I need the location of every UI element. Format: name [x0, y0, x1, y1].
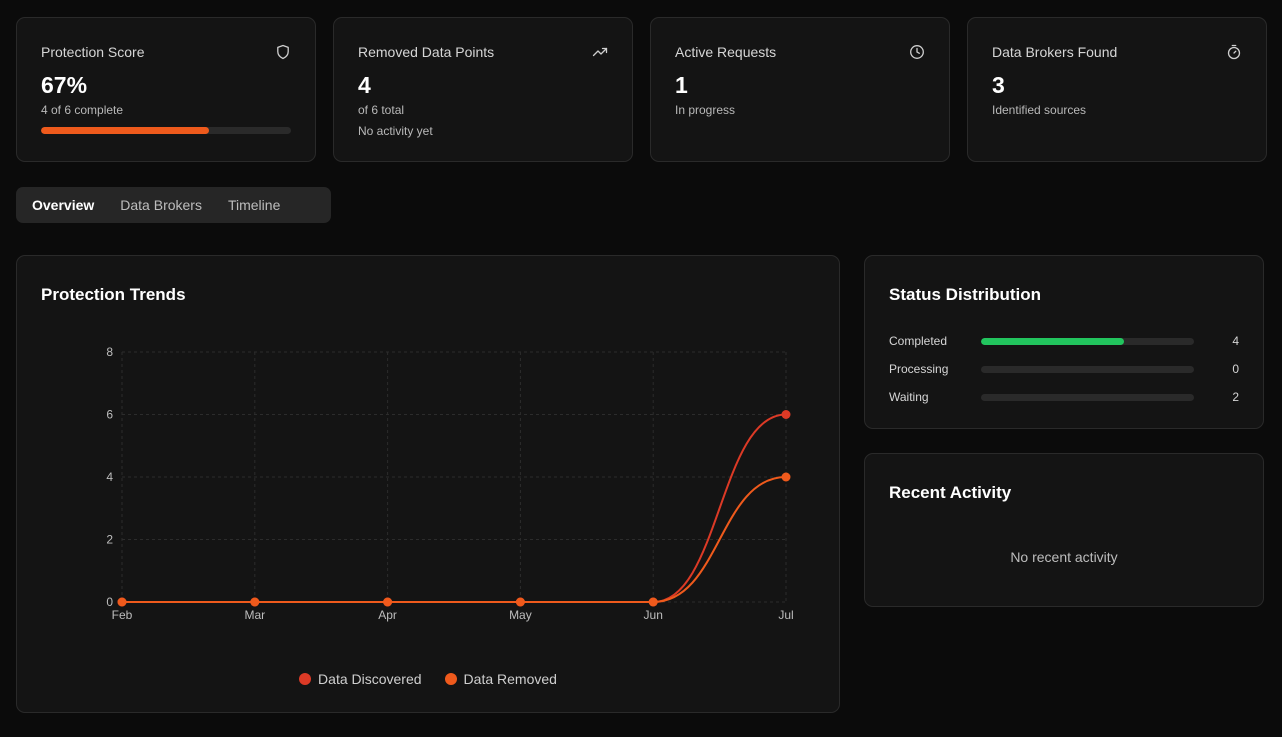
stat-title: Removed Data Points: [358, 44, 495, 60]
stat-title: Active Requests: [675, 44, 777, 60]
y-tick-label: 4: [106, 470, 113, 484]
data-point: [250, 597, 260, 607]
stat-value: 3: [992, 72, 1005, 98]
data-point: [781, 472, 791, 482]
stat-note: No activity yet: [358, 124, 433, 138]
stat-value: 67%: [41, 72, 88, 98]
series-line-discovered: [122, 413, 787, 603]
stat-title: Data Brokers Found: [992, 44, 1118, 60]
status-count: 0: [1232, 362, 1239, 376]
status-label: Processing: [889, 362, 949, 376]
legend-label: Data Discovered: [318, 671, 422, 687]
status-bar-fill: [981, 337, 1124, 345]
status-label: Completed: [889, 334, 948, 348]
panel-title: Recent Activity: [889, 483, 1012, 502]
status-bar: [981, 393, 1194, 401]
status-bar: [981, 365, 1194, 373]
empty-state-message: No recent activity: [1010, 549, 1118, 565]
clock-icon: [909, 44, 925, 60]
data-point: [515, 597, 525, 607]
legend-item-discovered[interactable]: Data Discovered: [299, 671, 422, 687]
data-point: [383, 597, 393, 607]
data-brokers-found-card: Data Brokers Found 3 Identified sources: [967, 17, 1267, 162]
status-row-waiting: Waiting 2: [889, 389, 1239, 405]
panel-title: Protection Trends: [41, 285, 186, 304]
stat-value: 1: [675, 72, 688, 98]
stat-subtitle: of 6 total: [358, 103, 405, 117]
data-point: [117, 597, 127, 607]
data-point: [781, 410, 791, 419]
x-tick-label: Feb: [112, 608, 133, 622]
legend-swatch: [299, 673, 312, 685]
stat-value: 4: [358, 72, 371, 98]
x-tick-label: Apr: [378, 608, 397, 622]
status-row-processing: Processing 0: [889, 361, 1239, 377]
stats-row: Protection Score 67% 4 of 6 complete Rem…: [16, 17, 1267, 162]
tab-overview[interactable]: Overview: [32, 197, 95, 213]
status-distribution-panel: Status Distribution Completed 4 Processi…: [864, 255, 1264, 429]
trending-up-icon: [592, 44, 608, 60]
trends-chart: 0 2 4 6 8 Feb Mar Apr May Jun Jul: [106, 345, 793, 622]
active-requests-card: Active Requests 1 In progress: [650, 17, 950, 162]
x-tick-label: Jun: [644, 608, 663, 622]
status-row-completed: Completed 4: [889, 333, 1239, 349]
legend-label: Data Removed: [463, 671, 557, 687]
status-label: Waiting: [889, 390, 929, 404]
protection-progress-fill: [41, 127, 209, 134]
stat-title: Protection Score: [41, 44, 145, 60]
status-bar: [981, 337, 1194, 345]
y-tick-label: 2: [106, 533, 113, 547]
x-tick-label: Mar: [244, 608, 265, 622]
stat-subtitle: 4 of 6 complete: [41, 103, 124, 117]
series-line-removed: [122, 476, 787, 603]
x-tick-label: Jul: [778, 608, 793, 622]
tab-data-brokers[interactable]: Data Brokers: [120, 197, 202, 213]
removed-data-points-card: Removed Data Points 4 of 6 total No acti…: [333, 17, 633, 162]
y-tick-label: 8: [106, 345, 113, 359]
tab-bar: Overview Data Brokers Timeline: [16, 187, 331, 223]
chart-legend: Data Discovered Data Removed: [17, 671, 839, 687]
stat-subtitle: Identified sources: [992, 103, 1087, 117]
stopwatch-icon: [1226, 44, 1242, 60]
tab-timeline[interactable]: Timeline: [227, 197, 281, 213]
y-tick-label: 0: [106, 595, 113, 609]
panel-title: Status Distribution: [889, 285, 1042, 304]
data-point: [648, 597, 658, 607]
y-tick-label: 6: [106, 408, 113, 422]
shield-icon: [275, 44, 291, 60]
recent-activity-panel: Recent Activity No recent activity: [864, 453, 1264, 607]
status-count: 4: [1232, 334, 1239, 348]
protection-trends-panel: Protection Trends 0 2 4 6 8 Feb Mar Apr May Jun Ju…: [16, 255, 840, 713]
legend-swatch: [444, 673, 457, 685]
status-count: 2: [1232, 390, 1239, 404]
x-tick-label: May: [509, 608, 532, 622]
protection-score-card: Protection Score 67% 4 of 6 complete: [16, 17, 316, 162]
protection-progress-bar: [41, 127, 291, 134]
legend-item-removed[interactable]: Data Removed: [444, 671, 557, 687]
stat-subtitle: In progress: [675, 103, 736, 117]
